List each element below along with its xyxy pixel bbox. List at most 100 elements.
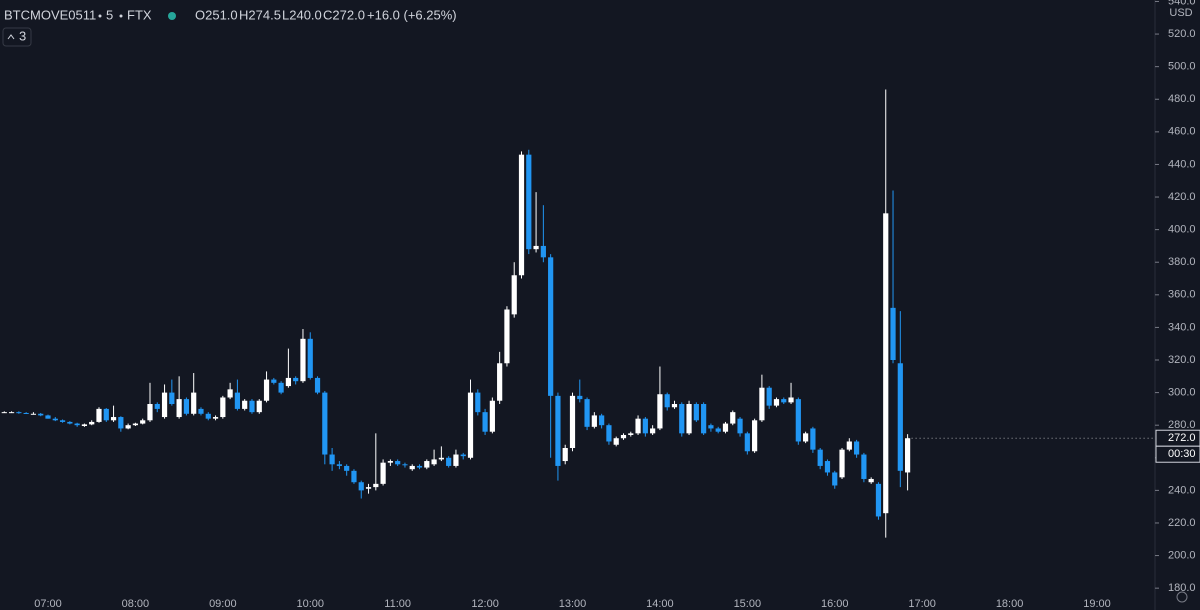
x-tick-label: 12:00 [471,598,499,610]
candle-body [300,338,306,382]
candle-body [730,412,736,424]
separator [119,14,123,18]
x-tick-label: 19:00 [1083,598,1111,610]
candle-body [161,392,168,418]
candle-body [395,461,401,465]
candle-body [526,154,532,250]
currency-box [1168,6,1194,20]
candle-body [118,417,124,429]
candle-body [635,418,641,434]
symbol: BTCMOVE0511 [4,7,96,22]
x-tick-label: 13:00 [559,598,587,610]
status-dot [168,12,176,20]
y-tick-label: 220.0 [1168,517,1196,529]
candle-body [773,399,780,406]
y-tick-label: 500.0 [1168,61,1196,73]
candle-body [409,465,415,470]
candle-body [249,400,255,413]
candle-body [30,413,37,415]
candle-body [569,395,576,449]
candle-body [438,457,444,460]
candle-body [242,400,248,409]
candle-body [234,392,241,409]
candle-body [220,397,226,418]
candle-body [839,449,845,478]
candle-body [344,465,350,471]
candle-body [132,423,139,426]
candle-body [759,387,765,421]
indicators-button[interactable] [2,27,32,47]
y-tick-label: 360.0 [1168,289,1196,301]
candle-body [875,483,882,517]
candle-body [293,377,299,382]
y-tick-label: 340.0 [1168,321,1196,333]
candle-body [89,421,95,425]
y-tick-label: 200.0 [1168,549,1196,561]
candle-body [489,400,495,432]
candle-body [679,404,685,434]
candle-body [832,472,838,486]
candle-body [715,428,721,432]
candle-body [642,418,648,434]
y-tick-label: 240.0 [1168,484,1196,496]
ohlc-close: C272.0 [323,7,365,22]
candle-body [387,461,393,463]
candle-body [548,257,554,396]
candle-body [897,363,903,471]
last-price-label: 272.0 [1168,432,1196,444]
candle-body [431,459,437,465]
interval: 5 [106,7,113,22]
candle-body [752,420,758,452]
candle-body [737,418,743,434]
ohlc-low: L240.0 [282,7,322,22]
candle-body [577,395,583,400]
chevron [7,34,15,40]
candle-body [453,454,459,466]
change: +16.0 (+6.25%) [367,7,457,22]
candle-body [169,392,175,405]
candle-body [744,433,750,452]
candle-body [140,420,146,424]
x-tick-label: 14:00 [646,598,674,610]
candle-body [227,389,233,398]
candle-body [620,434,627,439]
candle-body [803,433,809,442]
y-tick-label: 520.0 [1168,28,1196,40]
indicators-toggle[interactable]: 3 [2,27,32,47]
candle-body [766,387,772,406]
candle-body [176,399,182,418]
candle-body [591,415,597,427]
candle-body [23,412,29,414]
candle-body [584,399,590,427]
x-tick-label: 09:00 [209,598,237,610]
x-tick-label: 16:00 [821,598,849,610]
candle-body [191,392,197,414]
candle-body [890,307,896,361]
candle-body [467,392,474,458]
settings-icon[interactable] [1176,591,1188,603]
ohlc-high: H274.5 [239,7,281,22]
candle-body [125,425,131,429]
candle-body [861,454,867,479]
candle-body [147,404,153,421]
candle-body [256,400,262,413]
x-tick-label: 07:00 [34,598,62,610]
y-tick-label: 300.0 [1168,387,1196,399]
candle-body [67,421,73,424]
candle-body [701,404,707,434]
candle-body [460,454,466,457]
candle-body [540,245,546,258]
candle-body [475,392,481,413]
candle-body [373,483,379,488]
candle-body [38,413,44,416]
candle-body [358,482,364,491]
candle-body [16,412,22,414]
candle-body [664,394,670,408]
candle-body [795,399,801,442]
x-tick-label: 11:00 [384,598,411,610]
candle-body [504,309,510,364]
separator [98,14,102,18]
candle-body [671,404,678,408]
candle-body [606,425,612,442]
candle-body [96,408,102,422]
